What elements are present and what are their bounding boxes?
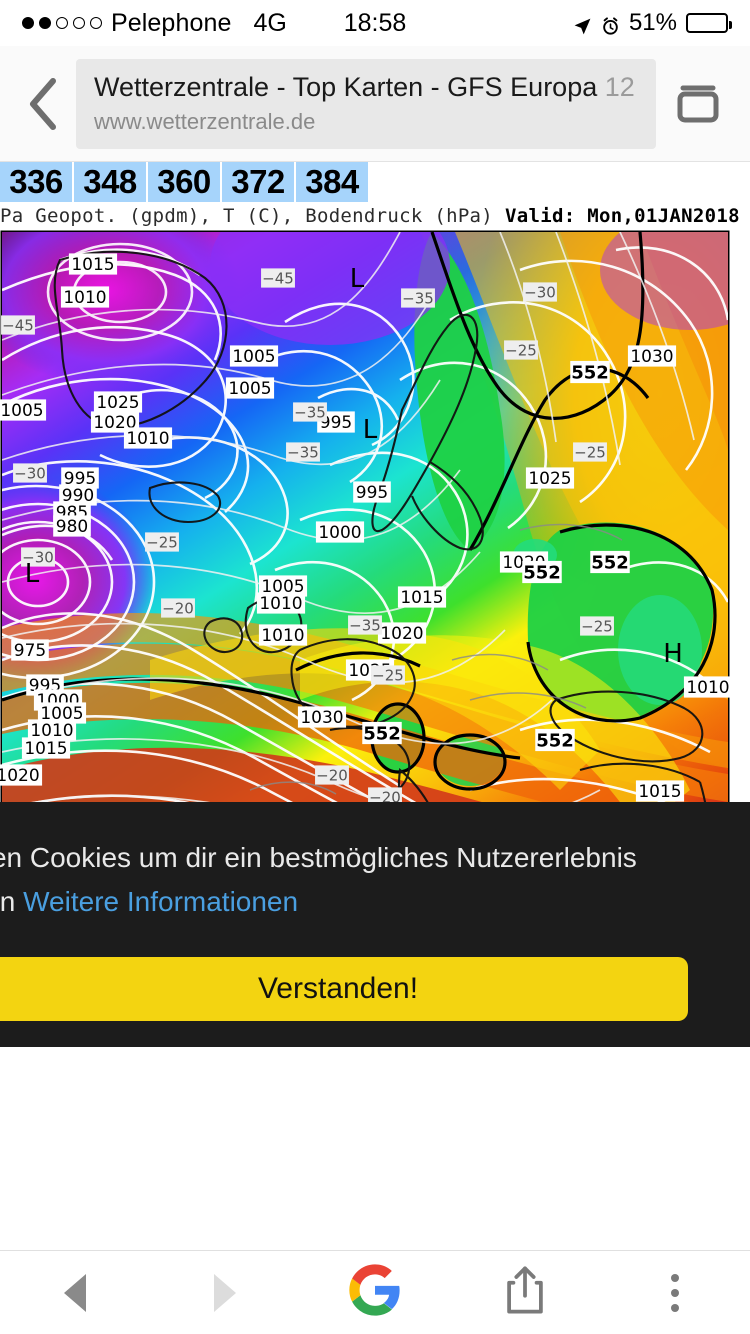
google-home-button[interactable]	[300, 1251, 450, 1334]
cookie-line-2-prefix: chaffen	[0, 885, 16, 917]
page-title-overflow: 12	[604, 71, 635, 102]
nav-back-button[interactable]	[0, 1251, 150, 1334]
tabs-icon[interactable]	[662, 81, 734, 127]
status-left: Pelephone 4G	[22, 9, 287, 38]
map-header-line: Pa Geopot. (gpdm), T (C), Bodendruck (hP…	[0, 202, 750, 230]
share-icon	[503, 1264, 547, 1321]
battery-percent: 51%	[628, 9, 677, 36]
page-title-text: Wetterzentrale - Top Karten - GFS Europa	[94, 71, 605, 102]
forecast-hour-links: 336 348 360 372 384	[0, 162, 750, 202]
carrier-name: Pelephone	[111, 8, 232, 37]
network-type: 4G	[253, 8, 287, 37]
location-arrow-icon	[573, 14, 592, 34]
share-button[interactable]	[450, 1251, 600, 1334]
signal-strength-icon	[22, 17, 102, 29]
hour-link[interactable]: 360	[148, 162, 222, 202]
map-valid-time: Valid: Mon,01JAN2018 12Z	[505, 205, 750, 227]
nav-forward-button[interactable]	[150, 1251, 300, 1334]
more-info-link[interactable]: Weitere Informationen	[23, 885, 299, 917]
hour-link[interactable]: 372	[222, 162, 296, 202]
alarm-clock-icon	[601, 14, 620, 35]
hour-link[interactable]: 384	[296, 162, 370, 202]
ios-status-bar: Pelephone 4G 18:58 51%	[0, 0, 750, 46]
forward-triangle-icon	[214, 1273, 236, 1312]
status-right: 51%	[573, 9, 732, 37]
overflow-menu-button[interactable]	[600, 1251, 750, 1334]
cookie-text: wenden Cookies um dir ein bestmögliches …	[0, 836, 750, 923]
back-chevron-icon[interactable]	[16, 76, 70, 132]
hourbar-filler	[370, 162, 750, 202]
kebab-menu-icon	[671, 1273, 679, 1312]
cookie-line-2: chaffen Weitere Informationen	[0, 880, 750, 923]
cookie-consent-banner: wenden Cookies um dir ein bestmögliches …	[0, 802, 750, 1047]
hour-link[interactable]: 348	[74, 162, 148, 202]
browser-bottom-toolbar	[0, 1250, 750, 1334]
cookie-line-1: wenden Cookies um dir ein bestmögliches …	[0, 842, 637, 874]
hour-link[interactable]: 336	[0, 162, 74, 202]
page-host: www.wetterzentrale.de	[94, 108, 316, 134]
accept-cookies-button[interactable]: Verstanden!	[0, 957, 688, 1021]
google-g-icon	[347, 1262, 403, 1323]
browser-toolbar: Wetterzentrale - Top Karten - GFS Europa…	[0, 46, 750, 162]
web-page-content: 336 348 360 372 384 Pa Geopot. (gpdm), T…	[0, 162, 750, 1047]
page-title: Wetterzentrale - Top Karten - GFS Europa…	[94, 71, 638, 104]
address-bar[interactable]: Wetterzentrale - Top Karten - GFS Europa…	[76, 58, 656, 149]
back-triangle-icon	[64, 1273, 86, 1312]
map-header-fields: Pa Geopot. (gpdm), T (C), Bodendruck (hP…	[0, 205, 494, 227]
battery-icon	[686, 13, 732, 33]
